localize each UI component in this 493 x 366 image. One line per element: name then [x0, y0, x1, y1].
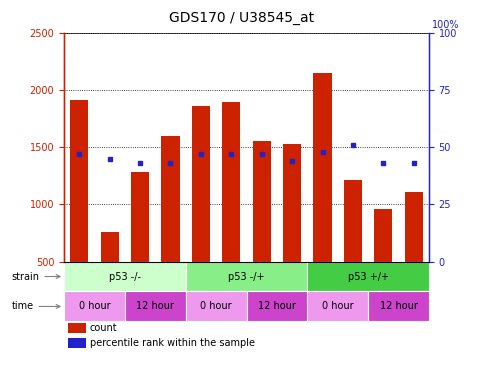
Text: count: count	[90, 323, 117, 333]
Bar	[283, 144, 301, 262]
Text: strain: strain	[11, 272, 60, 281]
Text: 0 hour: 0 hour	[79, 302, 110, 311]
Text: p53 -/+: p53 -/+	[228, 272, 265, 281]
Bar	[186, 291, 246, 321]
Bar	[222, 101, 241, 262]
Bar	[68, 338, 86, 348]
Bar	[314, 73, 332, 262]
Text: GDS170 / U38545_at: GDS170 / U38545_at	[169, 11, 314, 25]
Text: time: time	[11, 302, 60, 311]
Text: 0 hour: 0 hour	[322, 302, 353, 311]
Bar	[68, 323, 86, 333]
Bar	[161, 136, 179, 262]
Text: 12 hour: 12 hour	[137, 302, 174, 311]
Bar	[374, 209, 392, 262]
Text: p53 -/-: p53 -/-	[109, 272, 141, 281]
Bar	[64, 262, 186, 291]
Bar	[70, 100, 88, 262]
Bar	[64, 291, 125, 321]
Text: 100%: 100%	[432, 20, 459, 30]
Bar	[246, 291, 307, 321]
Text: 0 hour: 0 hour	[200, 302, 232, 311]
Text: 12 hour: 12 hour	[380, 302, 418, 311]
Bar	[405, 192, 423, 262]
Bar	[101, 232, 119, 262]
Bar	[131, 172, 149, 262]
Text: percentile rank within the sample: percentile rank within the sample	[90, 338, 254, 348]
Bar	[186, 262, 307, 291]
Bar	[252, 141, 271, 262]
Bar	[192, 106, 210, 262]
Text: 12 hour: 12 hour	[258, 302, 296, 311]
Bar	[307, 262, 429, 291]
Text: p53 +/+: p53 +/+	[348, 272, 388, 281]
Bar	[344, 180, 362, 262]
Bar	[368, 291, 429, 321]
Bar	[307, 291, 368, 321]
Bar	[125, 291, 186, 321]
